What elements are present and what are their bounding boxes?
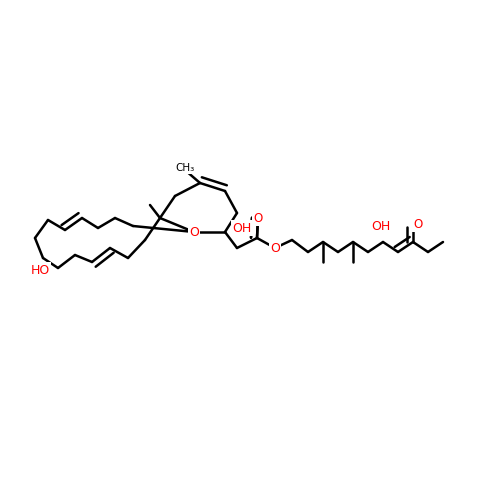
Text: HO: HO bbox=[30, 264, 50, 276]
Text: O: O bbox=[254, 212, 262, 224]
Text: OH: OH bbox=[372, 220, 390, 232]
Text: CH₃: CH₃ bbox=[176, 163, 195, 173]
Text: O: O bbox=[270, 242, 280, 254]
Text: OH: OH bbox=[232, 222, 252, 234]
Text: O: O bbox=[414, 218, 422, 230]
Text: O: O bbox=[189, 226, 199, 238]
